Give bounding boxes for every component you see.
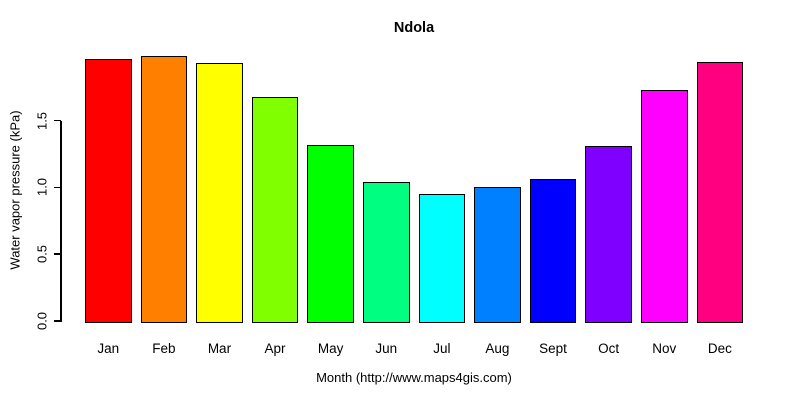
bar-mar [196,63,243,323]
x-tick-label-dec: Dec [707,341,732,356]
chart-title: Ndola [393,20,435,36]
x-tick-label-nov: Nov [652,341,677,356]
x-tick-label-may: May [317,341,344,356]
y-tick-mark [53,186,61,189]
y-tick-mark [53,253,61,255]
y-tick-label: 0.5 [34,245,50,264]
bar-jul [418,194,466,323]
x-tick-label-sept: Sept [539,341,567,356]
y-tick-label: 1.5 [34,111,50,130]
y-axis-title: Water vapor pressure (kPa) [7,110,23,270]
x-tick-label-jul: Jul [433,341,451,356]
bar-may [307,145,354,323]
bar-dec [696,62,744,323]
y-tick-mark [53,320,61,322]
bar-nov [641,90,688,323]
x-tick-label-oct: Oct [598,341,620,356]
x-tick-label-mar: Mar [207,341,232,356]
x-tick-label-jan: Jan [97,341,120,356]
x-tick-label-aug: Aug [485,341,510,356]
bar-jun [363,182,410,323]
y-tick-label: 0.0 [34,311,50,331]
x-tick-label-jun: Jun [375,341,398,356]
bar-oct [585,146,632,323]
bar-jan [85,59,132,323]
bar-apr [251,97,299,323]
bar-aug [474,187,521,323]
y-tick-mark [53,119,61,122]
y-tick-label: 1.0 [34,178,50,197]
x-tick-label-apr: Apr [264,341,286,356]
y-axis-line [60,120,62,322]
x-tick-label-feb: Feb [152,341,176,356]
bar-sept [529,179,577,323]
x-axis-title: Month (http://www.maps4gis.com) [316,370,512,385]
bar-feb [140,56,188,323]
